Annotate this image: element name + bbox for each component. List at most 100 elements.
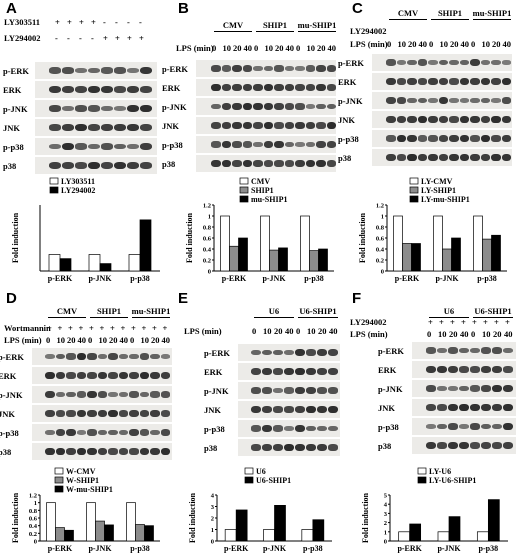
x-tick-label: p-JNK [262,274,286,283]
lps-label: LPS (min) [184,326,222,336]
legend-label: W-mu-SHIP1 [66,485,113,494]
blot-band [140,66,152,75]
legend-swatch [239,186,249,194]
y-tick-label: 2 [384,520,387,527]
blot-band [129,409,139,418]
blot-band [407,97,417,104]
blot-band [316,140,326,149]
blot-band [448,365,458,374]
blot-band [470,77,480,86]
blot-band [326,140,336,148]
condition-mark: + [439,317,444,327]
blot-band [317,443,327,452]
blot-band [88,67,100,74]
group-header: CMV [56,306,78,316]
blot-band [481,347,491,354]
blot-band [101,123,113,132]
lps-time: 0 [471,39,476,49]
blot-band [295,367,305,376]
blot-band [49,67,61,74]
bar [64,529,74,542]
x-tick-label: p-JNK [437,544,461,553]
condition-label: LY294002 [350,317,387,327]
condition-mark: + [494,317,499,327]
bar [46,502,56,542]
blot-band [480,97,490,104]
blot-band [316,159,326,168]
bar [260,215,270,272]
blot-band [62,105,74,112]
blot-band [45,390,55,399]
x-tick-label: p-p38 [304,274,324,283]
lps-time: 0 [427,329,432,339]
blot-band [295,424,305,433]
y-axis-label: Fold induction [188,492,197,543]
blot-band [273,406,283,413]
bar-chart-d: 00.20.40.60.811.2 Fold induction p-ERK p-JN… [11,467,160,553]
bar [300,215,310,272]
blot-band [62,67,74,74]
x-tick-label: p-p38 [303,544,323,553]
y-tick-label: 1 [208,214,211,221]
bar [126,502,136,542]
bar [451,237,461,272]
lps-time: 40 [460,329,469,339]
condition-mark: + [141,323,147,333]
blot-band [491,77,501,86]
y-tick-label: 1 [381,214,384,221]
legend-label: LY-mu-SHIP1 [421,195,470,204]
blot-band [459,441,469,450]
blot-label: p-JNK [162,102,187,112]
y-axis-label: Fold induction [11,492,20,543]
lps-time: 40 [460,39,470,49]
blot-band [501,115,511,124]
blot-band [396,78,406,85]
blot-band [45,447,55,456]
blot-label: ERK [3,85,22,95]
bar [482,238,492,272]
x-tick-label: p-JNK [88,544,112,553]
blot-band [274,65,284,72]
legend-label: CMV [251,177,270,186]
blot-band [459,153,469,162]
blot-band [396,115,406,124]
x-tick-label: p-p38 [130,544,150,553]
blot-band [263,83,273,92]
blot-label: p-ERK [204,348,230,358]
blot-label: p-p38 [378,422,399,432]
blot-band [76,352,86,361]
blot-band [139,447,149,456]
legend-swatch [409,195,419,203]
blot-band [295,159,305,168]
blot-band [326,84,336,91]
blot-band [386,59,396,66]
group-underline [473,317,513,318]
blot-band [211,103,221,110]
group-underline [473,19,511,20]
blot-band [470,135,480,142]
blot-band [459,115,469,124]
blot-band [449,153,459,162]
blot-band [386,153,396,162]
panel-letter: E [178,290,189,307]
blot-band [470,115,480,124]
legend-swatch [417,476,427,484]
blot-band [491,115,501,124]
blot-band [328,405,338,414]
blot-band [326,65,336,72]
group-header: U6 [443,306,455,316]
blot-band [459,424,469,429]
blot-band [326,103,336,110]
y-axis-label: Fold induction [358,212,367,263]
blot-band [306,425,316,432]
lps-time: 20 [450,39,459,49]
blot-band [328,387,338,394]
blot-band [438,59,448,66]
blot-band [328,444,338,451]
blot-band [75,162,87,169]
lps-time: 20 [493,329,502,339]
lps-time: 20 [151,335,160,345]
condition-mark: + [103,33,108,43]
blot-band [150,371,160,380]
blot-band [501,153,511,162]
